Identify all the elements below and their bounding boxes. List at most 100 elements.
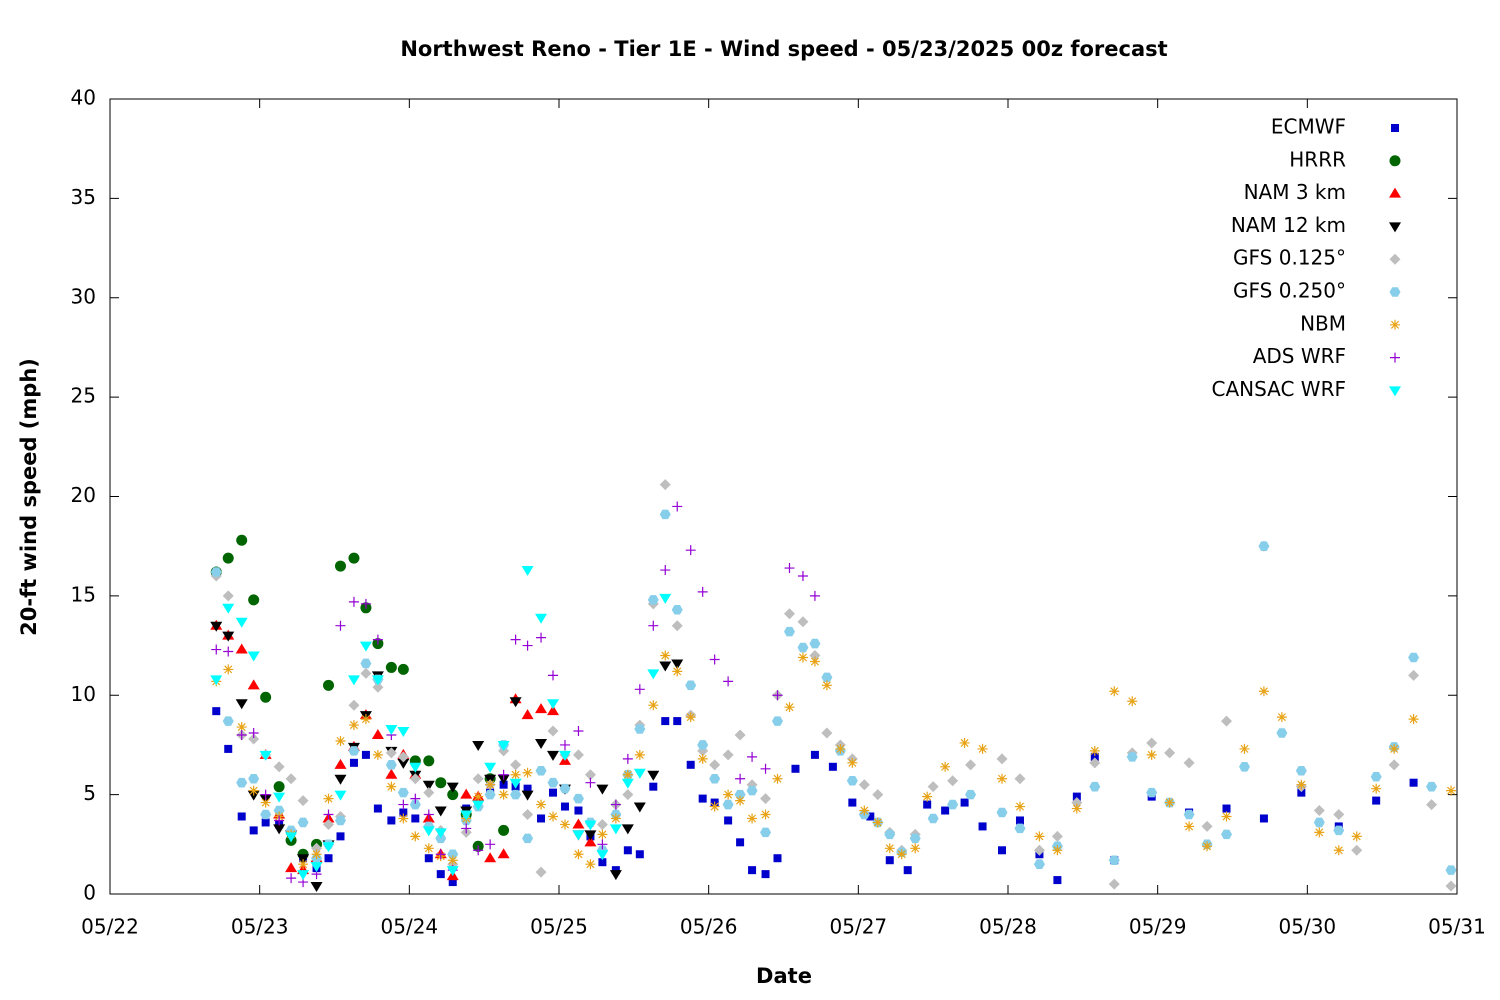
marker-asterisk	[573, 849, 584, 860]
marker-triangle-down	[647, 770, 660, 781]
x-tick-label: 05/22	[81, 915, 139, 939]
marker-asterisk	[1389, 743, 1400, 754]
marker-plus	[248, 728, 259, 739]
marker-circle	[334, 560, 346, 572]
marker-asterisk	[910, 843, 921, 854]
marker-triangle-down	[535, 613, 548, 624]
marker-asterisk	[1276, 712, 1287, 723]
marker-triangle	[385, 768, 398, 779]
marker-triangle-down	[222, 603, 235, 614]
marker-triangle-down	[285, 832, 298, 843]
marker-diamond	[1408, 669, 1420, 681]
marker-triangle-down	[446, 866, 459, 877]
marker-circle	[447, 789, 459, 801]
marker-triangle-down	[347, 675, 360, 686]
legend-label: NAM 12 km	[1231, 213, 1346, 237]
marker-square	[1222, 804, 1231, 813]
marker-asterisk	[835, 743, 846, 754]
marker-hexagon	[772, 716, 784, 726]
marker-square	[923, 800, 932, 809]
marker-plus	[672, 501, 683, 512]
marker-diamond	[671, 620, 683, 632]
marker-triangle-down	[647, 669, 660, 680]
marker-diamond	[1351, 844, 1363, 856]
marker-diamond	[1033, 844, 1045, 856]
marker-plus	[723, 676, 734, 687]
marker-square	[791, 764, 800, 773]
marker-square	[560, 802, 569, 811]
marker-asterisk	[697, 753, 708, 764]
marker-square	[549, 788, 558, 797]
marker-square	[903, 866, 912, 875]
marker-plus	[797, 571, 808, 581]
marker-asterisk	[473, 791, 484, 802]
marker-hexagon	[821, 672, 833, 683]
marker-diamond	[927, 781, 939, 793]
marker-asterisk	[977, 743, 988, 754]
marker-hexagon	[1276, 728, 1288, 738]
marker-triangle-down	[434, 806, 447, 817]
marker-diamond	[547, 725, 559, 737]
marker-plus	[286, 873, 297, 884]
marker-triangle-down	[659, 593, 672, 604]
marker-triangle-down	[422, 826, 435, 837]
marker-asterisk	[298, 859, 309, 870]
marker-triangle	[547, 705, 560, 716]
marker-plus	[697, 586, 708, 597]
marker-diamond	[360, 667, 372, 679]
marker-asterisk	[709, 801, 720, 812]
marker-triangle-down	[371, 675, 384, 686]
marker-hexagon	[634, 724, 646, 734]
marker-hexagon	[1333, 825, 1345, 836]
marker-hexagon	[360, 658, 372, 669]
x-tick-label: 05/25	[530, 915, 588, 939]
marker-asterisk	[1221, 811, 1232, 822]
marker-triangle	[521, 709, 534, 720]
marker-asterisk	[1296, 779, 1307, 790]
marker-square	[649, 782, 658, 791]
marker-square	[736, 838, 745, 847]
marker-triangle	[1389, 187, 1401, 198]
marker-diamond	[1201, 820, 1213, 832]
marker-triangle-down	[659, 661, 672, 672]
legend-label: GFS 0.125°	[1233, 246, 1346, 270]
marker-plus	[1390, 352, 1400, 363]
marker-diamond	[522, 809, 534, 820]
marker-plus	[274, 815, 285, 826]
marker-square	[1015, 816, 1024, 825]
marker-asterisk	[1371, 783, 1382, 794]
marker-asterisk	[940, 761, 951, 772]
marker-circle	[348, 552, 360, 564]
marker-hexagon	[1295, 766, 1307, 776]
marker-plus	[597, 839, 608, 850]
marker-triangle-down	[1389, 386, 1401, 397]
marker-hexagon	[510, 789, 522, 800]
marker-asterisk	[847, 757, 858, 768]
marker-diamond	[1445, 880, 1457, 892]
marker-asterisk	[1390, 319, 1400, 330]
marker-plus	[648, 620, 659, 631]
marker-asterisk	[723, 789, 734, 800]
marker-asterisk	[447, 855, 458, 866]
marker-asterisk	[922, 791, 933, 802]
marker-hexagon	[647, 595, 659, 605]
marker-triangle	[460, 788, 473, 799]
marker-asterisk	[260, 797, 271, 808]
marker-square	[773, 854, 782, 863]
marker-plus	[634, 684, 645, 695]
marker-plus	[622, 753, 633, 764]
marker-triangle-down	[521, 566, 534, 577]
marker-plus	[735, 773, 746, 784]
marker-triangle-down	[521, 790, 534, 801]
marker-asterisk	[360, 714, 371, 725]
marker-hexagon	[671, 605, 683, 615]
marker-square	[424, 854, 433, 863]
marker-hexagon	[809, 638, 821, 649]
marker-circle	[323, 679, 335, 691]
marker-square	[249, 826, 258, 835]
marker-hexagon	[1408, 652, 1420, 663]
marker-square	[373, 804, 382, 813]
marker-asterisk	[597, 829, 608, 840]
marker-asterisk	[311, 849, 322, 860]
marker-triangle	[484, 852, 497, 863]
